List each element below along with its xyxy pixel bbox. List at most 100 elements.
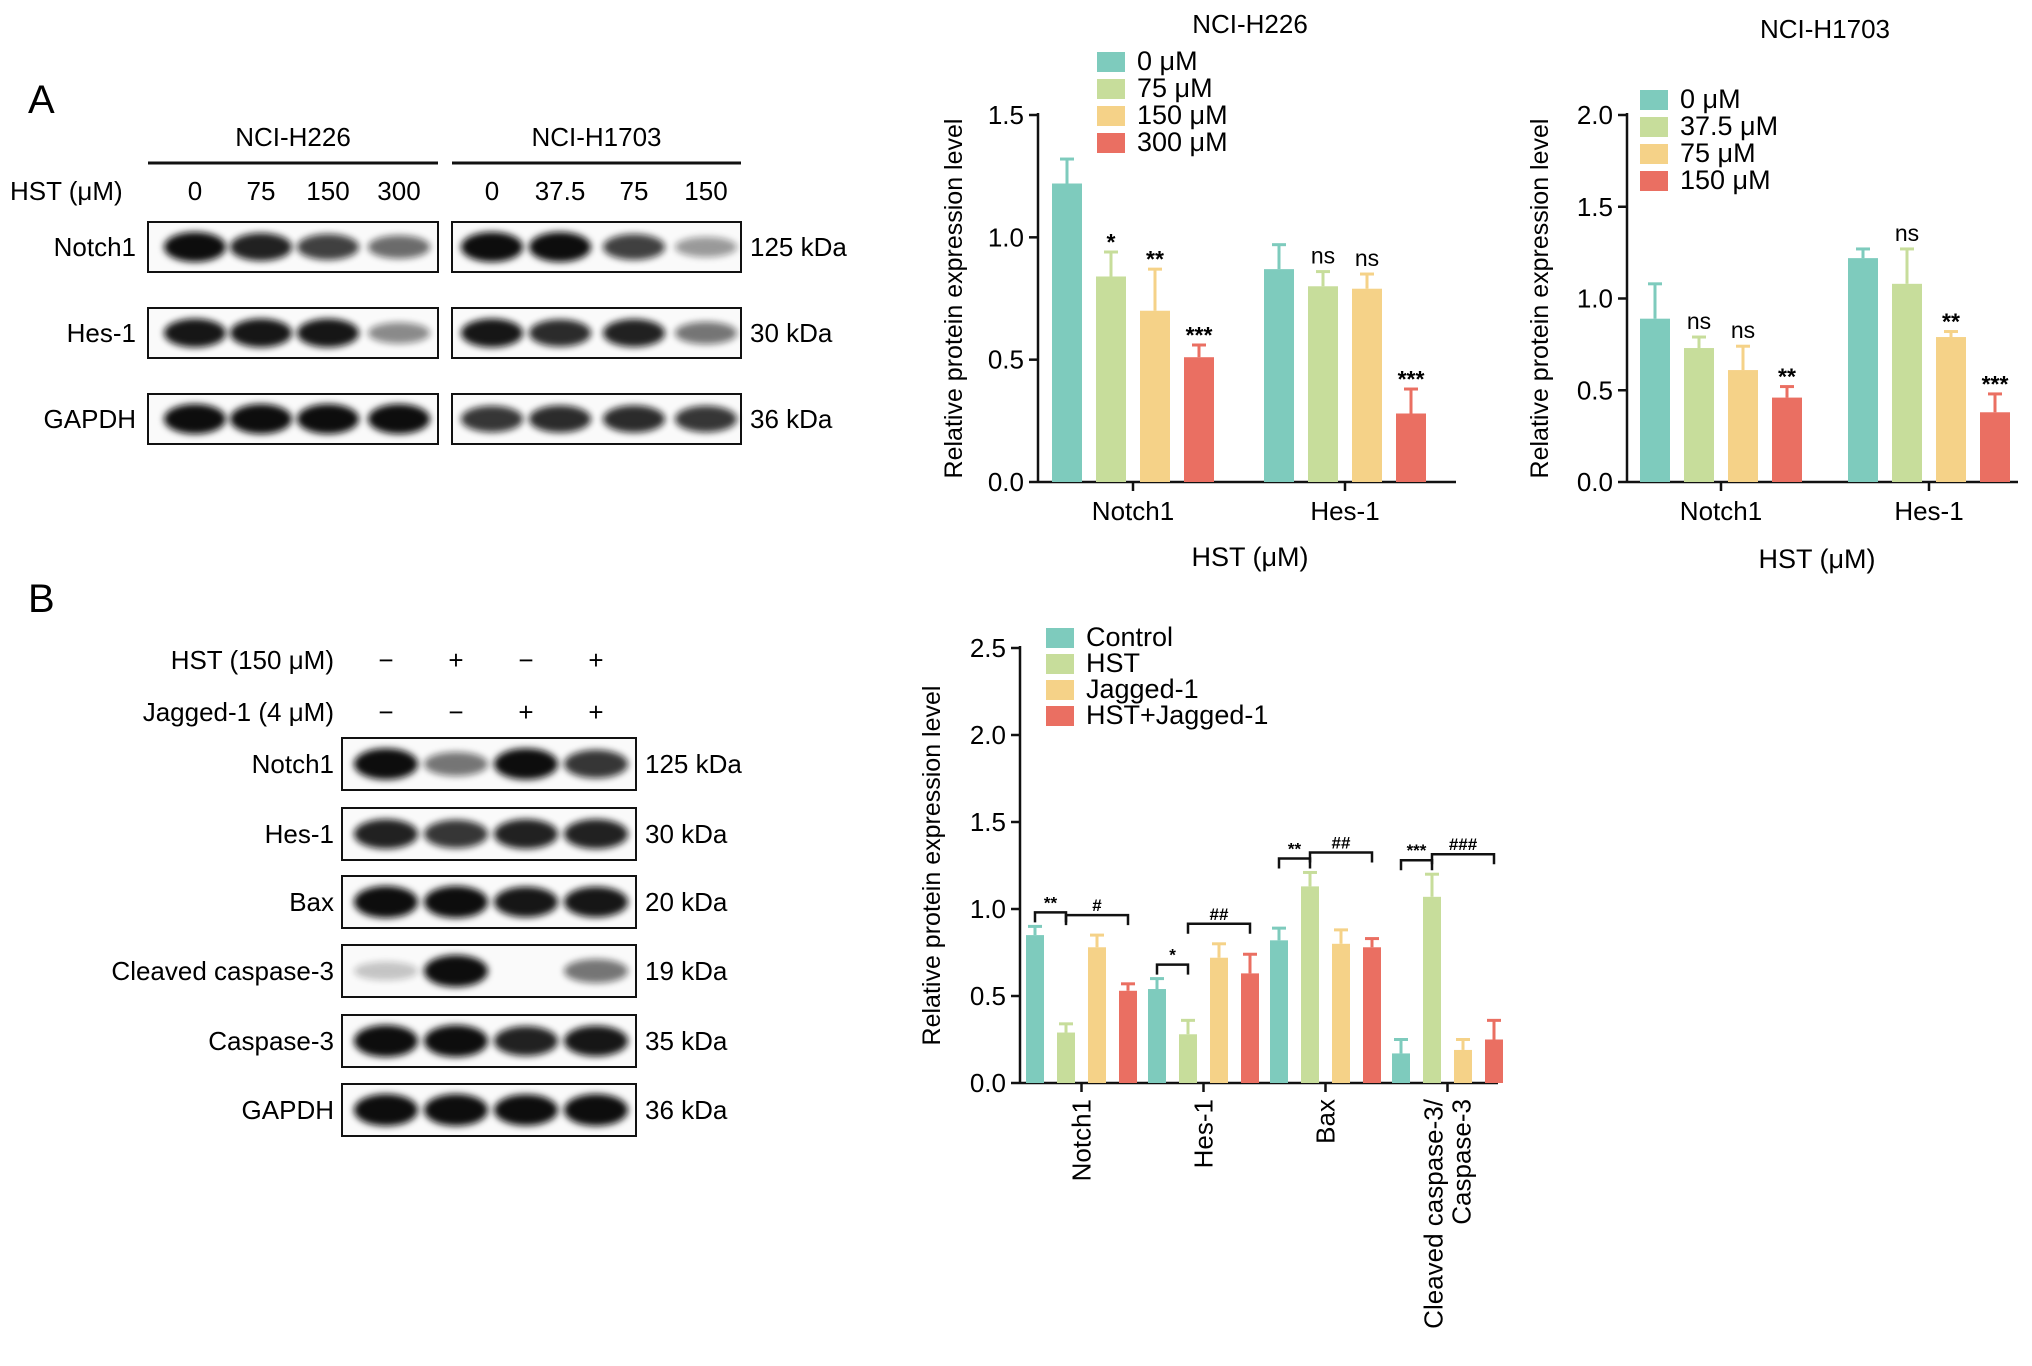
blot-b-treatment-label: HST (150 μM) [171, 645, 334, 675]
bar [1264, 269, 1294, 482]
blot-b-kda-label: 20 kDa [645, 887, 728, 917]
comparison-bracket [1432, 854, 1494, 864]
bar [1140, 311, 1170, 482]
blot-a-band [603, 405, 665, 432]
blot-b-band [564, 887, 628, 918]
x-category-label: Notch1 [1092, 496, 1174, 526]
blot-b-band [564, 959, 628, 983]
blot-a-band [529, 319, 591, 346]
blot-a-band [230, 233, 292, 261]
y-tick-label: 0.0 [970, 1068, 1006, 1098]
panel-label-a: A [28, 78, 55, 122]
bar [1485, 1040, 1503, 1084]
blot-a-lane-label: 150 [684, 176, 727, 206]
y-axis-label: Relative protein expression level [1526, 119, 1554, 479]
significance-mark: ns [1687, 308, 1711, 334]
blot-b-band [564, 819, 628, 849]
blot-b-band [494, 1094, 558, 1125]
blot-a-kda-label: 125 kDa [750, 232, 847, 262]
significance-mark: *** [1186, 322, 1213, 348]
legend-swatch [1046, 628, 1074, 648]
bar-chart-nci-h226: NCI-H226 0.0 0.5 1.0 1.5 Relative protein exp… [940, 9, 1456, 572]
bar [1301, 886, 1319, 1083]
y-tick-label: 1.5 [1577, 192, 1613, 222]
blot-b-kda-label: 125 kDa [645, 749, 742, 779]
legend-label: 0 μM [1680, 84, 1741, 114]
blot-a-lane-label: 75 [247, 176, 276, 206]
x-category-label: Notch1 [1680, 496, 1762, 526]
blot-a-lane-label: 75 [620, 176, 649, 206]
bar [1396, 413, 1426, 482]
chart-title: NCI-H1703 [1760, 14, 1890, 44]
blot-a-kda-label: 30 kDa [750, 318, 833, 348]
blot-b-band [564, 1026, 628, 1057]
comparison-label: ** [1044, 893, 1058, 912]
blot-b-band [564, 750, 628, 778]
blot-a-lane-label: 150 [306, 176, 349, 206]
blot-a-band [603, 319, 665, 347]
x-category-label: Hes-1 [1894, 496, 1963, 526]
blot-a-lane-label: 0 [485, 176, 499, 206]
blot-b-sign: + [448, 645, 463, 675]
x-category-label: Bax [1311, 1099, 1341, 1144]
blot-b-row-label: GAPDH [242, 1095, 334, 1125]
significance-mark: *** [1398, 366, 1425, 392]
blot-a-band [368, 322, 430, 343]
blot-b-band [354, 1094, 418, 1126]
blot-b-row-label: Caspase-3 [208, 1026, 334, 1056]
legend-label: 75 μM [1680, 138, 1756, 168]
bar [1684, 348, 1714, 482]
blot-b-treatment-label: Jagged-1 (4 μM) [143, 697, 334, 727]
legend-label: 0 μM [1137, 46, 1198, 76]
blot-a-band [297, 234, 359, 260]
blot-a-band [675, 322, 737, 345]
y-tick-label: 2.0 [1577, 100, 1613, 130]
blot-a-treatment-label: HST (μM) [10, 176, 123, 206]
bar [1454, 1050, 1472, 1083]
blot-a-band [368, 404, 430, 434]
comparison-label: ## [1332, 833, 1351, 852]
blot-b-band [424, 886, 488, 918]
blot-b-band [424, 1025, 488, 1057]
blot-b-sign: − [378, 697, 393, 727]
legend-label: 37.5 μM [1680, 111, 1778, 141]
blot-a-band [230, 319, 292, 348]
significance-mark: ** [1146, 246, 1164, 272]
bar [1332, 944, 1350, 1083]
bar [1210, 958, 1228, 1083]
blot-a-band [230, 404, 292, 434]
blot-a-band [675, 237, 737, 257]
bar [1184, 357, 1214, 482]
bar [1052, 184, 1082, 482]
legend-label: 75 μM [1137, 73, 1213, 103]
blot-b-band [424, 1094, 488, 1126]
panel-label-b: B [28, 577, 55, 621]
comparison-bracket [1188, 924, 1250, 934]
blot-b-band [424, 955, 488, 987]
legend-swatch [1640, 171, 1668, 191]
bar [1026, 935, 1044, 1083]
bar [1936, 337, 1966, 482]
bar-chart-panel-b: 0.0 0.5 1.0 1.5 2.0 2.5 Relative protein expre… [918, 622, 1503, 1329]
bar [1148, 989, 1166, 1083]
bar [1308, 286, 1338, 482]
y-tick-label: 2.0 [970, 720, 1006, 750]
y-axis-label: Relative protein expression level [940, 119, 968, 479]
comparison-label: *** [1407, 841, 1427, 860]
legend-swatch [1097, 79, 1125, 99]
blot-b-sign: − [518, 645, 533, 675]
y-tick-label: 1.0 [988, 222, 1024, 252]
blot-a-row-label: GAPDH [44, 404, 136, 434]
blot-b-sign: + [518, 697, 533, 727]
comparison-label: # [1092, 896, 1102, 915]
blot-a-lane-label: 0 [188, 176, 202, 206]
blot-a-band [164, 232, 226, 262]
y-tick-label: 0.5 [970, 981, 1006, 1011]
comparison-label: ## [1210, 905, 1229, 924]
blot-b-band [494, 748, 558, 779]
blot-b-sign: − [378, 645, 393, 675]
significance-mark: *** [1982, 371, 2009, 397]
legend-label: 150 μM [1137, 100, 1228, 130]
x-category-label: Hes-1 [1189, 1099, 1219, 1168]
legend-swatch [1046, 706, 1074, 726]
